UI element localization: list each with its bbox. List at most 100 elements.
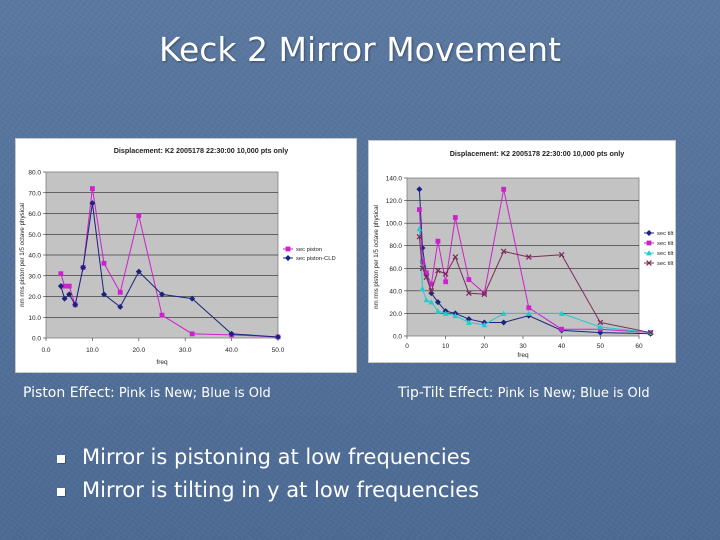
piston-caption-lead: Piston Effect: <box>23 385 115 401</box>
x-axis-label: freq <box>517 352 529 359</box>
x-axis-label: freq <box>156 359 168 366</box>
data-point <box>465 316 472 323</box>
data-point <box>428 288 435 294</box>
data-point <box>416 225 423 232</box>
y-tick-label: 70.0 <box>28 190 41 197</box>
data-point <box>66 291 73 298</box>
data-point <box>101 260 107 266</box>
data-point <box>285 246 291 252</box>
x-tick-label: 50.0 <box>272 347 285 354</box>
data-point <box>558 310 565 316</box>
data-point <box>61 295 68 302</box>
y-tick-label: 20.0 <box>389 311 402 318</box>
x-tick-label: 60 <box>635 343 643 350</box>
data-point <box>526 305 532 311</box>
series-0 <box>58 186 281 340</box>
y-tick-label: 140.0 <box>386 176 403 183</box>
data-point <box>442 271 449 277</box>
data-point <box>434 299 441 306</box>
data-point <box>466 290 472 296</box>
data-point <box>159 312 165 318</box>
x-tick-label: 0 <box>405 343 409 350</box>
data-point <box>647 329 654 336</box>
y-tick-label: 0.0 <box>393 334 402 341</box>
data-point <box>90 186 95 191</box>
piston-chart-svg: Displacement: K2 2005178 22:30:00 10,000… <box>19 146 336 366</box>
data-point <box>501 186 507 192</box>
data-point <box>525 310 532 316</box>
data-point <box>423 274 430 281</box>
x-tick-label: 10.0 <box>86 347 99 354</box>
y-tick-label: 80.0 <box>28 170 41 177</box>
data-point <box>58 271 64 277</box>
bullet-text: Mirror is pistoning at low frequencies <box>82 445 471 469</box>
y-tick-label: 40.0 <box>28 253 41 260</box>
y-tick-label: 80.0 <box>389 243 402 250</box>
y-tick-label: 40.0 <box>389 288 402 295</box>
legend-label: sec tilt x <box>657 231 675 237</box>
y-tick-label: 60.0 <box>389 266 402 273</box>
data-point <box>117 289 123 295</box>
data-point <box>481 321 488 328</box>
y-tick-label: 0.0 <box>32 336 41 343</box>
y-axis-label: nm rms piston per 1/5 octave physical <box>19 203 26 307</box>
data-point <box>135 268 142 275</box>
data-point <box>285 255 291 261</box>
chart-title: Displacement: K2 2005178 22:30:00 10,000… <box>114 146 289 155</box>
x-axis: 0.0 10.0 20.0 30.0 40.0 50.0 <box>41 338 285 354</box>
y-tick-label: 10.0 <box>28 315 41 322</box>
bullet-text: Mirror is tilting in y at low frequencie… <box>82 478 480 502</box>
tilt-caption: Tip-Tilt Effect: Pink is New; Blue is Ol… <box>398 385 650 401</box>
data-point <box>435 308 441 314</box>
piston-caption: Piston Effect: Pink is New; Blue is Old <box>23 385 271 401</box>
x-tick-label: 10 <box>442 343 450 350</box>
x-tick-label: 20 <box>481 343 489 350</box>
data-point <box>428 281 434 287</box>
data-point <box>57 283 64 290</box>
y-tick-label: 20.0 <box>28 294 41 301</box>
data-point <box>416 233 423 240</box>
x-tick-label: 40 <box>558 343 566 350</box>
legend-label: sec piston <box>296 247 322 253</box>
data-point <box>416 207 422 212</box>
data-point <box>646 260 652 266</box>
y-tick-label: 60.0 <box>28 211 41 218</box>
data-point <box>62 283 67 289</box>
data-point <box>435 267 441 274</box>
data-point <box>420 259 425 264</box>
y-tick-label: 100.0 <box>386 221 403 228</box>
data-point <box>423 296 430 303</box>
square-bullet-icon <box>57 455 65 463</box>
data-point <box>228 330 235 337</box>
data-point <box>89 200 96 207</box>
data-point <box>419 285 426 291</box>
x-tick-label: 0.0 <box>41 347 50 354</box>
data-point <box>435 238 441 244</box>
data-point <box>525 254 532 260</box>
series-3 <box>416 233 654 336</box>
tilt-chart: Displacement: K2 2005178 22:30:00 10,000… <box>368 140 676 363</box>
series-line <box>418 236 651 334</box>
data-point <box>558 251 565 258</box>
chart-title: Displacement: K2 2005178 22:30:00 10,000… <box>450 149 625 158</box>
data-point <box>66 283 72 289</box>
data-point <box>275 333 281 340</box>
data-point <box>159 291 165 298</box>
data-point <box>559 326 565 332</box>
data-point <box>465 319 472 325</box>
data-point <box>101 291 107 298</box>
x-tick-label: 30.0 <box>179 347 192 354</box>
data-point <box>442 310 449 316</box>
data-point <box>646 240 652 246</box>
x-axis: 0 10 20 30 40 50 60 <box>405 336 643 350</box>
data-point <box>500 310 507 316</box>
data-point <box>597 324 604 330</box>
legend-label: sec tilt y <box>657 241 675 247</box>
data-point <box>419 265 426 272</box>
data-point <box>416 186 423 193</box>
y-tick-label: 50.0 <box>28 232 41 239</box>
y-tick-label: 30.0 <box>28 273 41 280</box>
data-point <box>646 250 652 256</box>
square-bullet-icon <box>57 488 65 496</box>
slide-title: Keck 2 Mirror Movement <box>158 30 562 69</box>
